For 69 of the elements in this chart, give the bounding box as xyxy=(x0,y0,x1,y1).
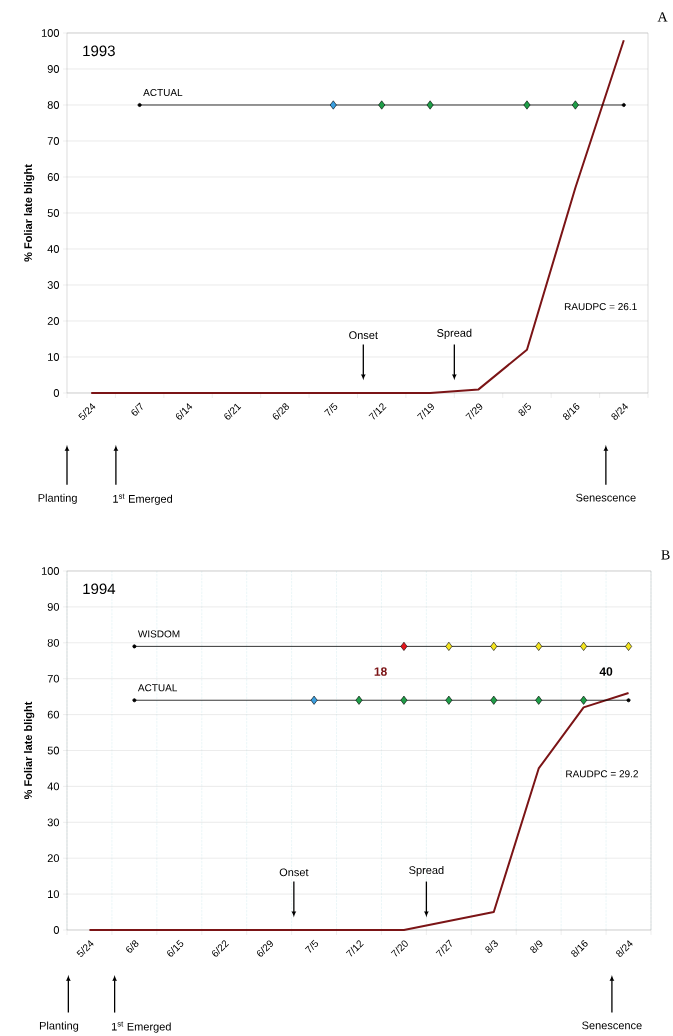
y-tick-label: 50 xyxy=(47,746,60,755)
y-tick-label: 100 xyxy=(41,29,60,37)
annotation: Onset xyxy=(279,868,309,877)
y-tick-label: 70 xyxy=(47,674,60,683)
annotation: 18 xyxy=(374,667,387,676)
text: Senescence xyxy=(582,1021,642,1030)
x-tick-label: 7/5 xyxy=(324,402,338,416)
y-tick-label: 30 xyxy=(47,818,60,827)
y-tick-label: 80 xyxy=(47,638,60,647)
x-tick-label: 5/24 xyxy=(76,940,94,957)
y-tick-label: 40 xyxy=(47,245,60,253)
x-tick-label: 7/20 xyxy=(390,940,408,957)
x-tick-label: 5/24 xyxy=(78,403,96,420)
x-tick-label: 8/24 xyxy=(616,940,633,957)
x-tick-label: 6/14 xyxy=(175,403,193,420)
y-tick-label: 60 xyxy=(47,710,60,719)
text: B xyxy=(661,550,670,560)
annotation: 40 xyxy=(599,667,613,676)
y-tick-label: 90 xyxy=(47,65,60,73)
y-tick-label: 20 xyxy=(47,854,60,863)
y-tick-label: 30 xyxy=(47,281,60,289)
x-tick-label: 6/7 xyxy=(131,402,143,416)
x-tick-label: 8/9 xyxy=(530,940,543,953)
text: 1993 xyxy=(83,45,115,57)
text: Senescence xyxy=(576,493,636,502)
text: Planting xyxy=(39,1021,79,1032)
y-tick-label: 50 xyxy=(47,209,60,217)
y-tick-label: 20 xyxy=(47,317,60,325)
x-tick-label: 8/16 xyxy=(562,403,580,420)
y-tick-label: 80 xyxy=(47,101,60,109)
x-tick-label: 8/16 xyxy=(571,940,588,957)
text: Planting xyxy=(38,493,77,504)
annotation: RAUDPC = 26.1 xyxy=(564,303,637,311)
x-tick-label: 7/19 xyxy=(416,403,434,420)
x-tick-label: 6/29 xyxy=(257,940,273,957)
x-tick-label: 7/29 xyxy=(465,403,483,420)
text: A xyxy=(657,12,668,22)
y-tick-label: 10 xyxy=(48,353,60,361)
y-tick-label: 60 xyxy=(47,173,60,181)
annotation: Spread xyxy=(409,865,444,877)
x-tick-label: 7/12 xyxy=(368,403,387,420)
text: 1994 xyxy=(83,583,116,595)
x-tick-label: 7/12 xyxy=(345,940,364,957)
annotation: Onset xyxy=(349,331,378,340)
y-tick-label: 40 xyxy=(47,782,60,791)
text: 1$^{st}$ Emerged xyxy=(111,1021,171,1033)
series-label: WISDOM xyxy=(137,630,180,638)
y-tick-label: 0 xyxy=(53,389,60,397)
x-tick-label: 6/15 xyxy=(167,939,184,957)
x-tick-label: 6/21 xyxy=(224,403,242,420)
x-tick-label: 6/28 xyxy=(272,403,289,420)
series-label: ACTUAL xyxy=(143,88,183,97)
y-tick-label: 70 xyxy=(47,137,60,145)
y-tick-label: 90 xyxy=(47,603,60,611)
x-tick-label: 7/5 xyxy=(304,939,319,953)
x-tick-label: 8/5 xyxy=(518,402,531,416)
y-axis-title: % Foliar late blight xyxy=(23,164,35,262)
y-tick-label: 10 xyxy=(48,890,60,898)
x-tick-label: 8/24 xyxy=(611,403,629,420)
x-tick-label: 6/8 xyxy=(126,940,139,953)
series-label: ACTUAL xyxy=(137,684,178,692)
y-axis-title: % Foliar late blight xyxy=(23,701,35,800)
annotation: RAUDPC = 29.2 xyxy=(566,770,638,778)
x-tick-label: 6/22 xyxy=(212,940,229,957)
y-tick-label: 0 xyxy=(53,926,60,934)
text: 1$^{st}$ Emerged xyxy=(113,493,173,505)
x-tick-label: 8/3 xyxy=(485,940,498,953)
y-tick-label: 100 xyxy=(41,567,60,575)
annotation: Spread xyxy=(437,328,472,340)
